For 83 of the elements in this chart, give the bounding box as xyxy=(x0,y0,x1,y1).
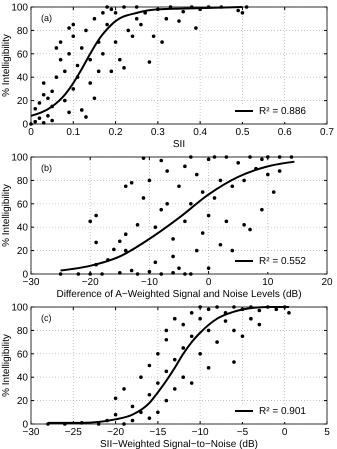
y-tick-label: 100 xyxy=(11,2,28,14)
y-tick-label: 80 xyxy=(16,176,28,187)
point xyxy=(249,316,253,320)
point xyxy=(164,338,168,342)
point xyxy=(190,334,194,338)
point xyxy=(164,328,168,332)
y-tick-label: 20 xyxy=(16,96,28,108)
point xyxy=(190,311,194,315)
annotation: (b) xyxy=(41,163,52,173)
y-tick-label: 60 xyxy=(16,49,28,60)
x-tick-label: 0.5 xyxy=(235,127,250,138)
legend-label: R² = 0.886 xyxy=(259,106,306,117)
point xyxy=(190,381,194,385)
y-tick-label: 100 xyxy=(11,302,28,314)
point xyxy=(287,311,291,315)
point xyxy=(148,364,152,368)
point xyxy=(258,308,262,312)
x-tick-label: −25 xyxy=(64,427,82,438)
x-tick-label: 0 xyxy=(206,277,212,288)
x-tick-label: 0.4 xyxy=(193,127,208,138)
point xyxy=(206,308,210,312)
point xyxy=(224,319,228,323)
point xyxy=(240,334,244,338)
point xyxy=(114,396,118,400)
legend-label: R² = 0.552 xyxy=(259,256,306,267)
legend-label: R² = 0.901 xyxy=(259,406,306,417)
point xyxy=(172,316,177,320)
y-axis-title: % Intelligibility xyxy=(1,34,12,97)
point xyxy=(172,358,177,362)
y-axis-title: % Intelligibility xyxy=(1,184,12,247)
x-tick-label: 0.1 xyxy=(66,127,81,138)
y-tick-label: 0 xyxy=(22,120,28,130)
y-tick-label: 80 xyxy=(16,326,28,337)
x-tick-label: 0 xyxy=(282,427,288,438)
y-tick-label: 100 xyxy=(11,152,28,164)
x-axis-title: SII xyxy=(172,139,186,150)
x-tick-label: −15 xyxy=(149,427,167,438)
point xyxy=(232,328,236,332)
point xyxy=(164,398,168,402)
point xyxy=(274,308,278,312)
x-tick-label: −10 xyxy=(192,427,210,438)
point xyxy=(181,346,186,350)
point xyxy=(181,322,186,326)
x-axis-title: Difference of A−Weighted Signal and Noise Levels (dB) xyxy=(56,289,302,300)
point xyxy=(232,360,236,364)
y-tick-label: 20 xyxy=(16,246,28,258)
x-tick-label: −5 xyxy=(236,427,249,438)
x-tick-label: 0.2 xyxy=(108,127,123,138)
point xyxy=(164,370,168,374)
y-tick-label: 40 xyxy=(16,222,28,234)
point xyxy=(206,366,210,370)
annotation: (a) xyxy=(41,13,52,23)
y-tick-label: 20 xyxy=(16,396,28,408)
point xyxy=(130,418,134,422)
point xyxy=(156,381,160,385)
x-tick-label: −10 xyxy=(140,277,158,288)
y-axis-title: % Intelligibility xyxy=(1,334,12,397)
x-axis-title: SII−Weighted Signal−to−Noise (dB) xyxy=(100,439,258,449)
annotation: (c) xyxy=(41,313,52,323)
point xyxy=(206,328,210,332)
y-tick-label: 80 xyxy=(16,26,28,37)
point xyxy=(148,392,152,397)
point xyxy=(258,322,262,326)
point xyxy=(156,410,160,414)
y-tick-label: 40 xyxy=(16,372,28,384)
point xyxy=(198,316,202,320)
point xyxy=(114,412,118,416)
x-tick-label: 0.6 xyxy=(278,127,292,138)
x-tick-label: −20 xyxy=(82,277,100,288)
x-tick-label: 20 xyxy=(321,277,333,288)
y-tick-label: 60 xyxy=(16,199,28,210)
point xyxy=(122,387,126,391)
y-tick-label: 60 xyxy=(16,349,28,360)
x-tick-label: 0.7 xyxy=(320,127,334,138)
point xyxy=(172,387,177,391)
point xyxy=(215,340,219,344)
point xyxy=(130,404,134,408)
x-tick-label: 5 xyxy=(324,427,330,438)
x-tick-label: 0.3 xyxy=(150,127,166,138)
point xyxy=(148,416,152,420)
y-tick-label: 40 xyxy=(16,72,28,84)
x-tick-label: 10 xyxy=(262,277,274,288)
x-tick-label: −20 xyxy=(107,427,124,438)
